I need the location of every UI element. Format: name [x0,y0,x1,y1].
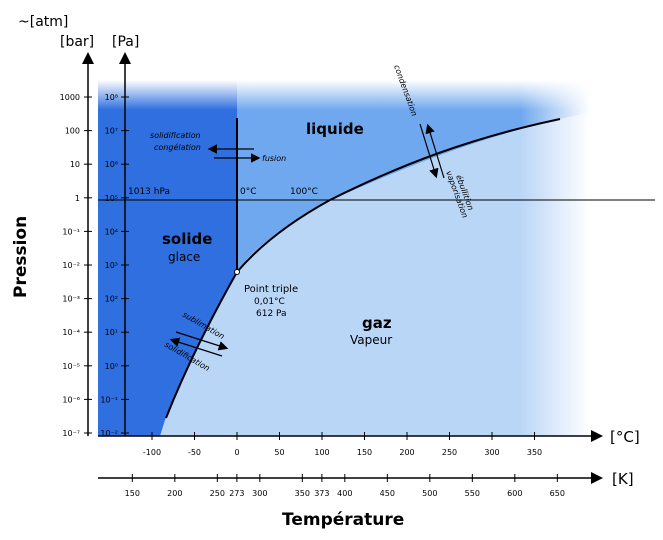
congelation-label: congélation [154,142,201,152]
y-tick-label-pa: 10⁻² [100,429,118,438]
x-tick-label-celsius: 350 [527,448,542,457]
sublimation-curve [165,271,238,419]
hundred-c-label: 100°C [290,187,318,197]
x-tick-label-kelvin: 500 [422,489,437,498]
y-tick-label-pa: 10⁴ [105,227,118,236]
y-unit-atm: ~[atm] [18,14,68,30]
sublimation-arrow [175,331,229,351]
x-unit-celsius: [°C] [610,428,640,446]
triple-point-pressure: 612 Pa [256,309,287,319]
y-tick-label-pa: 10⁷ [105,127,118,136]
x-tick-label-celsius: -100 [143,448,161,457]
fusion-label: fusion [262,154,286,163]
y-tick-label-bar: 10⁻⁶ [62,395,80,404]
y-tick-label-pa: 10¹ [105,328,118,337]
y-tick-label-bar: 100 [65,127,80,136]
x-tick-label-kelvin: 600 [507,489,522,498]
y-tick-label-bar: 10⁻¹ [62,227,80,236]
triple-point [234,269,240,275]
y-tick-label-pa: 10⁶ [105,160,118,169]
liquid-region [237,80,590,272]
x-tick-label-kelvin: 373 [314,489,329,498]
solidification-label: solidification [150,131,201,140]
y-tick-label-pa: 10³ [105,261,118,270]
y-tick-label-pa: 10⁰ [105,362,118,371]
y-tick-label-bar: 10 [70,160,80,169]
x-tick-label-celsius: 300 [484,448,499,457]
x-tick-label-celsius: 100 [314,448,329,457]
y-tick-label-bar: 1 [75,194,80,203]
vaporisation-arrow [425,123,445,179]
y-tick-label-bar: 10⁻⁷ [62,429,80,438]
x-tick-label-kelvin: 450 [380,489,395,498]
x-tick-label-kelvin: 250 [210,489,225,498]
x-tick-label-celsius: -50 [188,448,201,457]
y-tick-label-pa: 10⁸ [105,93,118,102]
x-tick-label-kelvin: 200 [167,489,182,498]
x-tick-label-kelvin: 300 [252,489,267,498]
y-tick-label-bar: 10⁻⁵ [62,362,80,371]
liquid-label: liquide [306,120,364,138]
zero-c-label: 0°C [240,187,257,197]
x-tick-label-kelvin: 400 [337,489,352,498]
x-tick-label-kelvin: 350 [295,489,310,498]
x-tick-label-celsius: 150 [357,448,372,457]
gas-label: gaz [362,314,392,332]
x-axis-title: Température [282,510,404,530]
vaporization-curve [236,118,561,273]
x-tick-label-celsius: 50 [274,448,284,457]
y-tick-label-bar: 10⁻² [62,261,80,270]
y-tick-label-pa: 10⁻¹ [100,395,118,404]
x-tick-label-kelvin: 273 [229,489,244,498]
y-tick-label-bar: 10⁻⁴ [62,328,80,337]
y-unit-bar: [bar] [60,34,94,50]
x-unit-kelvin: [K] [612,470,634,488]
x-tick-label-kelvin: 550 [465,489,480,498]
x-tick-label-celsius: 0 [234,448,239,457]
y-tick-label-pa: 10² [105,295,118,304]
y-tick-label-pa: 10⁵ [105,194,118,203]
solid-region [98,80,237,436]
triple-point-temp: 0,01°C [254,297,285,307]
triple-point-title: Point triple [244,284,298,295]
y-axis-title: Pression [11,216,31,298]
hpa-label: 1013 hPa [128,187,170,197]
gas-sublabel: Vapeur [350,333,392,347]
x-tick-label-celsius: 200 [399,448,414,457]
y-unit-pa: [Pa] [112,34,139,50]
y-tick-label-bar: 1000 [60,93,80,102]
solid-sublabel: glace [168,250,200,264]
x-tick-label-kelvin: 150 [125,489,140,498]
y-tick-label-bar: 10⁻³ [62,295,80,304]
x-tick-label-kelvin: 650 [550,489,565,498]
deposition-arrow [169,337,223,357]
solid-label: solide [162,230,212,248]
condensation-arrow [419,123,439,179]
x-tick-label-celsius: 250 [442,448,457,457]
